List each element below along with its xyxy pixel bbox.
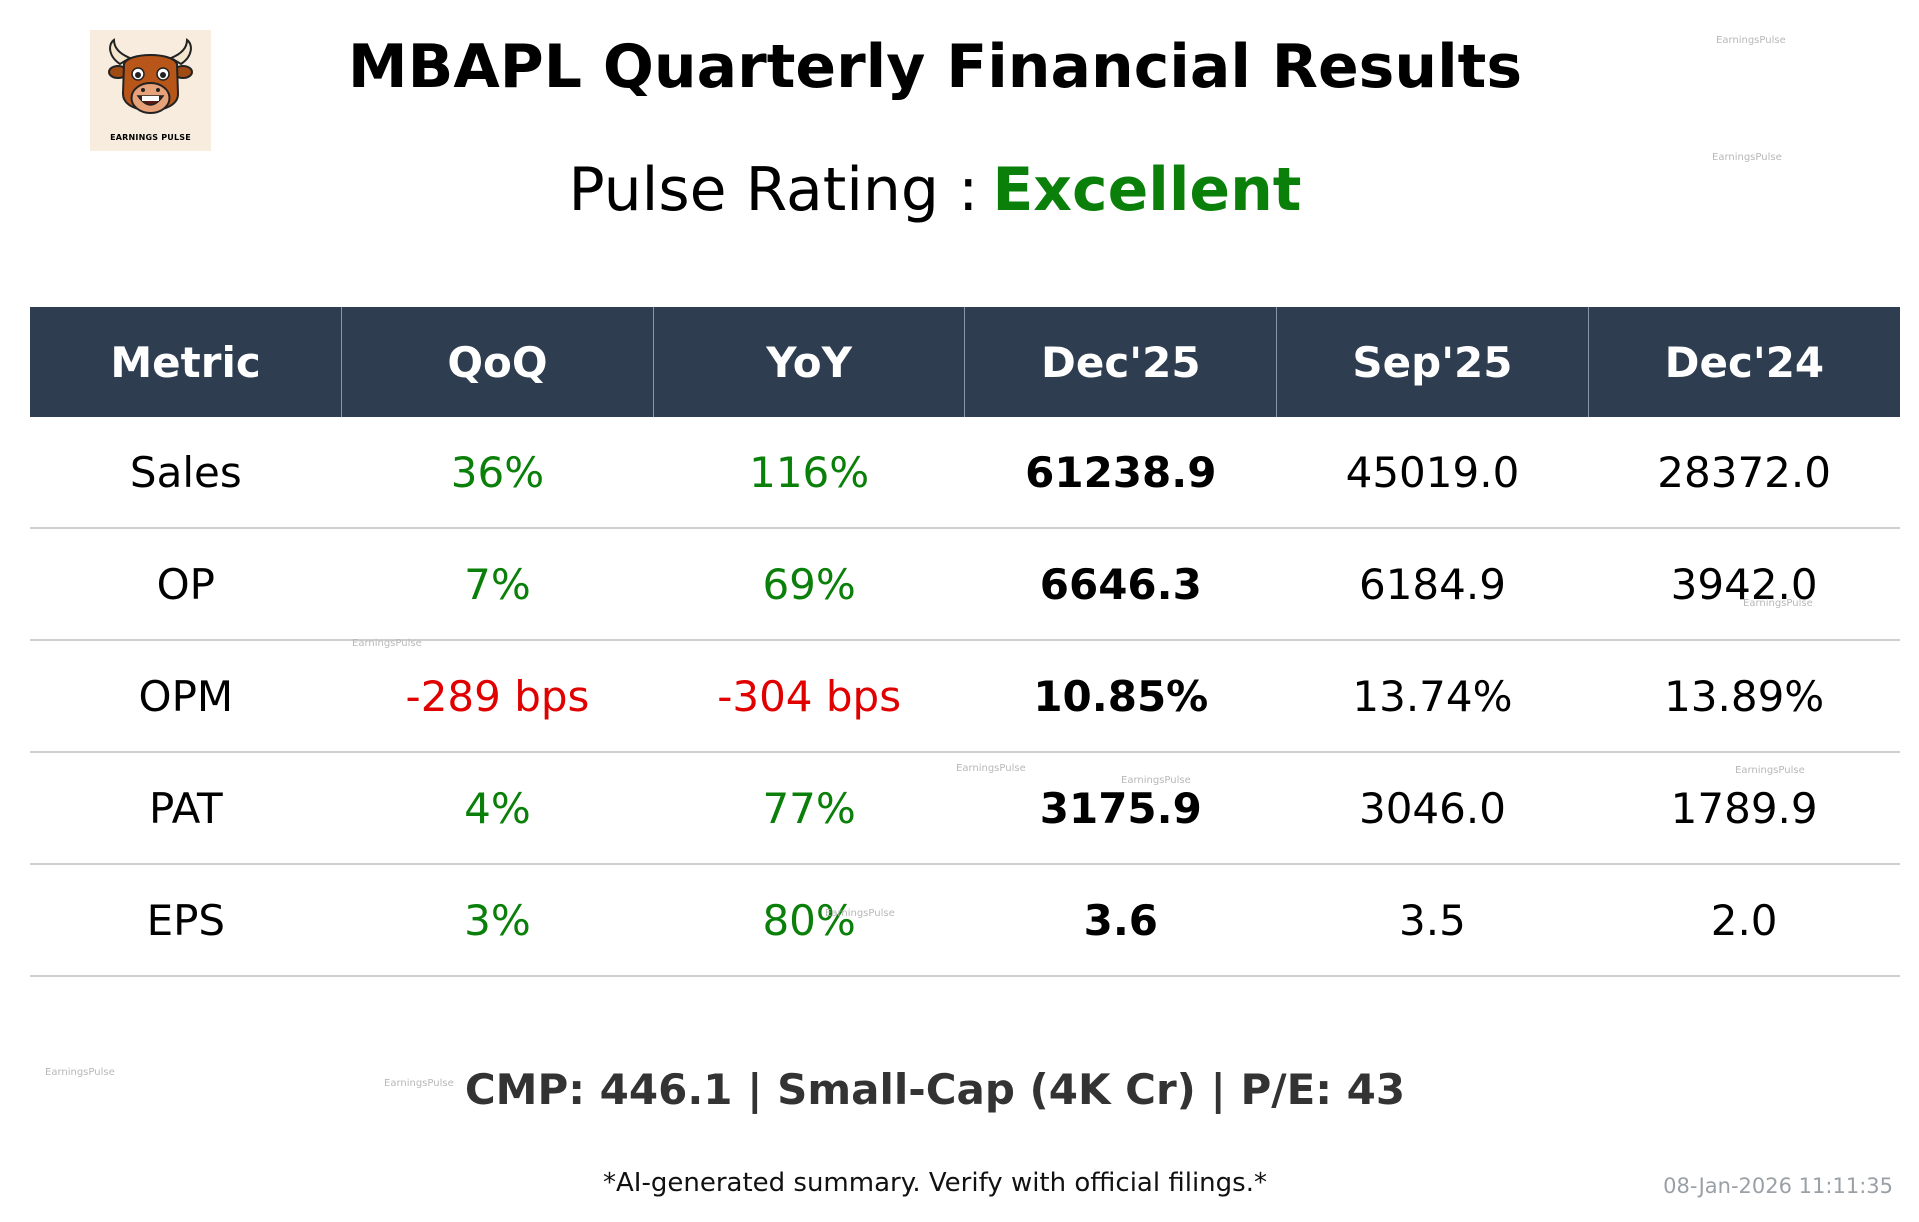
results-table: Metric QoQ YoY Dec'25 Sep'25 Dec'24 Sale… [30, 307, 1900, 977]
header-yoy: YoY [652, 307, 965, 417]
watermark: EarningsPulse [825, 908, 895, 919]
earnings-pulse-logo: EARNINGS PULSE [90, 30, 211, 151]
metric-cell: OP [30, 528, 342, 641]
previous-quarter-cell: 13.74% [1276, 640, 1589, 753]
current-quarter-cell: 3.6 [964, 864, 1277, 977]
pulse-rating: Pulse Rating : Excellent [0, 155, 1870, 225]
header-qoq: QoQ [341, 307, 654, 417]
header-current-quarter: Dec'25 [964, 307, 1277, 417]
qoq-cell: -289 bps [341, 640, 654, 753]
watermark: EarningsPulse [1121, 775, 1191, 786]
market-summary: CMP: 446.1 | Small-Cap (4K Cr) | P/E: 43 [464, 1065, 1406, 1114]
current-quarter-cell: 61238.9 [964, 417, 1277, 529]
yoy-cell: -304 bps [653, 640, 965, 753]
previous-quarter-cell: 6184.9 [1276, 528, 1589, 641]
watermark: EarningsPulse [1735, 765, 1805, 776]
yoy-cell: 80% [653, 864, 965, 977]
year-ago-quarter-cell: 28372.0 [1588, 417, 1900, 529]
yoy-cell: 69% [653, 528, 965, 641]
watermark: EarningsPulse [956, 763, 1026, 774]
table-header-row: Metric QoQ YoY Dec'25 Sep'25 Dec'24 [30, 307, 1900, 417]
current-quarter-cell: 3175.9 [964, 752, 1277, 865]
year-ago-quarter-cell: 2.0 [1588, 864, 1900, 977]
year-ago-quarter-cell: 13.89% [1588, 640, 1900, 753]
watermark: EarningsPulse [45, 1067, 115, 1078]
previous-quarter-cell: 3046.0 [1276, 752, 1589, 865]
previous-quarter-cell: 3.5 [1276, 864, 1589, 977]
watermark: EarningsPulse [1712, 152, 1782, 163]
rating-value: Excellent [992, 155, 1302, 225]
current-quarter-cell: 6646.3 [964, 528, 1277, 641]
table-row: OP 7% 69% 6646.3 6184.9 3942.0 [30, 528, 1900, 641]
yoy-cell: 77% [653, 752, 965, 865]
year-ago-quarter-cell: 1789.9 [1588, 752, 1900, 865]
qoq-cell: 3% [341, 864, 654, 977]
metric-cell: OPM [30, 640, 342, 753]
page-title: MBAPL Quarterly Financial Results [347, 32, 1523, 102]
rating-label: Pulse Rating : [568, 155, 979, 225]
current-quarter-cell: 10.85% [964, 640, 1277, 753]
metric-cell: PAT [30, 752, 342, 865]
table-row: EPS 3% 80% 3.6 3.5 2.0 [30, 864, 1900, 977]
metric-cell: EPS [30, 864, 342, 977]
yoy-cell: 116% [653, 417, 965, 529]
metric-cell: Sales [30, 417, 342, 529]
watermark: EarningsPulse [352, 638, 422, 649]
disclaimer: *AI-generated summary. Verify with offic… [603, 1168, 1267, 1198]
header-previous-quarter: Sep'25 [1276, 307, 1589, 417]
qoq-cell: 7% [341, 528, 654, 641]
bull-icon [108, 38, 193, 114]
logo-text: EARNINGS PULSE [110, 133, 191, 142]
header-year-ago-quarter: Dec'24 [1587, 307, 1900, 417]
qoq-cell: 36% [341, 417, 654, 529]
table-row: Sales 36% 116% 61238.9 45019.0 28372.0 [30, 417, 1900, 529]
table-row: PAT 4% 77% 3175.9 3046.0 1789.9 [30, 752, 1900, 865]
watermark: EarningsPulse [1716, 35, 1786, 46]
timestamp: 08-Jan-2026 11:11:35 [1663, 1174, 1893, 1198]
header-metric: Metric [30, 307, 342, 417]
qoq-cell: 4% [341, 752, 654, 865]
watermark: EarningsPulse [1743, 598, 1813, 609]
previous-quarter-cell: 45019.0 [1276, 417, 1589, 529]
year-ago-quarter-cell: 3942.0 [1588, 528, 1900, 641]
watermark: EarningsPulse [384, 1078, 454, 1089]
table-row: OPM -289 bps -304 bps 10.85% 13.74% 13.8… [30, 640, 1900, 753]
